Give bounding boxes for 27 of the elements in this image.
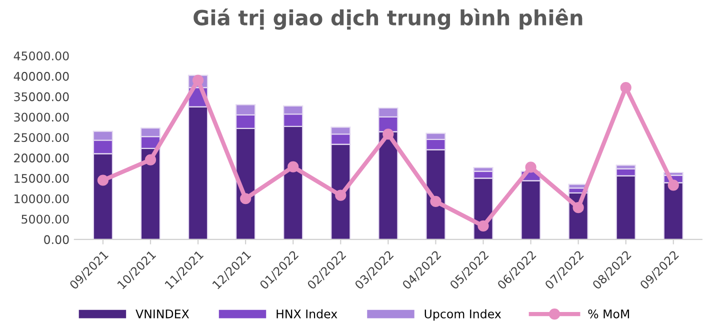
legend-label: % MoM: [588, 309, 629, 318]
chart-title: Giá trị giao dịch trung bình phiên: [194, 8, 582, 30]
point: [668, 180, 679, 191]
y-tick-label: 5000.00: [22, 214, 69, 224]
y-tick-label: 35000.00: [14, 92, 69, 102]
legend-label: Upcom Index: [424, 309, 502, 321]
y-tick-label: 45000.00: [14, 51, 69, 60]
point: [240, 193, 252, 204]
y-tick-label: 40000.00: [14, 72, 69, 81]
y-tick-label: 25000.00: [14, 133, 69, 142]
point: [525, 162, 536, 173]
point: [144, 154, 156, 166]
legend-label: HNX Index: [276, 309, 338, 318]
point: [430, 196, 442, 208]
point: [382, 128, 394, 140]
legend-label: VNINDEX: [136, 310, 190, 318]
y-tick-label: 10000.00: [14, 194, 69, 204]
y-tick-label: 15000.00: [14, 174, 69, 183]
y-tick-label: 0.00: [44, 235, 69, 244]
point: [572, 202, 584, 214]
y-tick-label: 30000.00: [14, 112, 69, 122]
y-tick-label: 20000.00: [14, 154, 69, 162]
point: [620, 82, 632, 94]
point: [97, 174, 109, 186]
point: [335, 190, 346, 201]
point: [478, 220, 489, 232]
point: [288, 161, 299, 172]
